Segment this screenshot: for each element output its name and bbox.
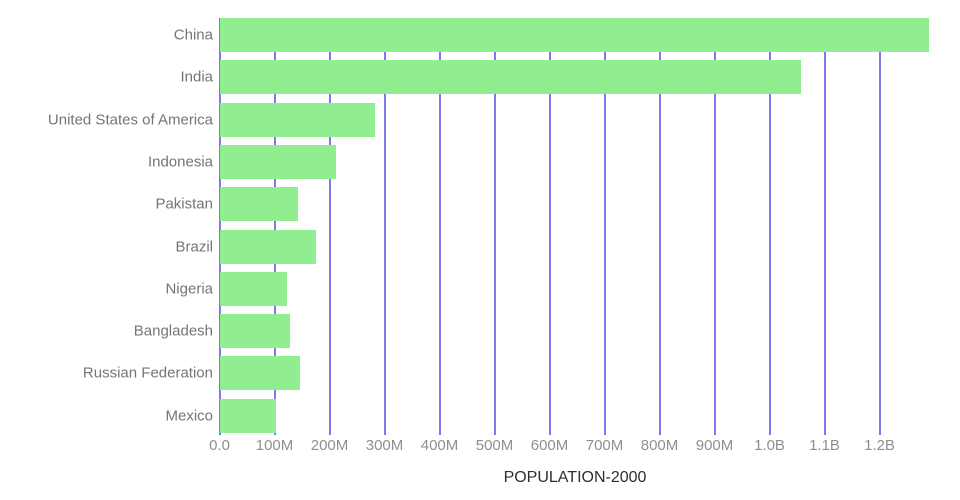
category-label: Nigeria: [165, 280, 213, 298]
gridline: [768, 18, 771, 435]
x-tick-label: 700M: [585, 437, 624, 454]
category-label: Brazil: [175, 238, 213, 255]
x-tick-label: 1.2B: [864, 437, 895, 454]
category-label: India: [180, 68, 213, 86]
x-tick-label: 200M: [310, 437, 349, 454]
bar-brazil: [219, 229, 316, 264]
bar-indonesia: [219, 144, 336, 179]
x-tick-label: 600M: [530, 437, 569, 454]
category-label: Russian Federation: [82, 364, 213, 382]
bar-russian-federation: [219, 356, 300, 391]
gridline: [273, 18, 276, 435]
bar-bangladesh: [219, 314, 290, 349]
bar-china: [219, 18, 929, 52]
x-tick-label: 400M: [420, 437, 459, 454]
x-axis-title: POPULATION-2000: [503, 469, 647, 486]
gridline: [878, 18, 881, 435]
gridline: [383, 18, 386, 435]
x-tick-label: 0.0: [209, 437, 230, 454]
x-tick-label: 1.1B: [809, 437, 840, 454]
gridline: [713, 18, 716, 435]
x-tick-label: 800M: [640, 437, 679, 454]
gridline: [218, 18, 221, 435]
category-label: United States of America: [47, 111, 213, 129]
x-tick-label: 300M: [365, 437, 404, 454]
category-label: Indonesia: [147, 153, 213, 171]
bar-india: [219, 60, 801, 95]
x-tick-label: 100M: [255, 437, 294, 454]
bar-mexico: [219, 398, 276, 433]
bar-pakistan: [219, 187, 298, 222]
gridline: [603, 18, 606, 435]
bar-nigeria: [219, 271, 288, 306]
gridline: [658, 18, 661, 435]
category-label: Mexico: [165, 407, 213, 425]
x-tick-label: 1.0B: [754, 437, 785, 454]
bar-united-states-of-america: [219, 102, 375, 137]
category-label: Bangladesh: [133, 322, 213, 340]
gridline: [493, 18, 496, 435]
category-label: Pakistan: [155, 195, 213, 213]
x-tick-label: 900M: [695, 437, 734, 454]
gridline: [328, 18, 331, 435]
gridline: [548, 18, 551, 435]
gridline: [438, 18, 441, 435]
category-label: China: [173, 26, 213, 44]
x-tick-label: 500M: [475, 437, 514, 454]
gridline: [823, 18, 826, 435]
